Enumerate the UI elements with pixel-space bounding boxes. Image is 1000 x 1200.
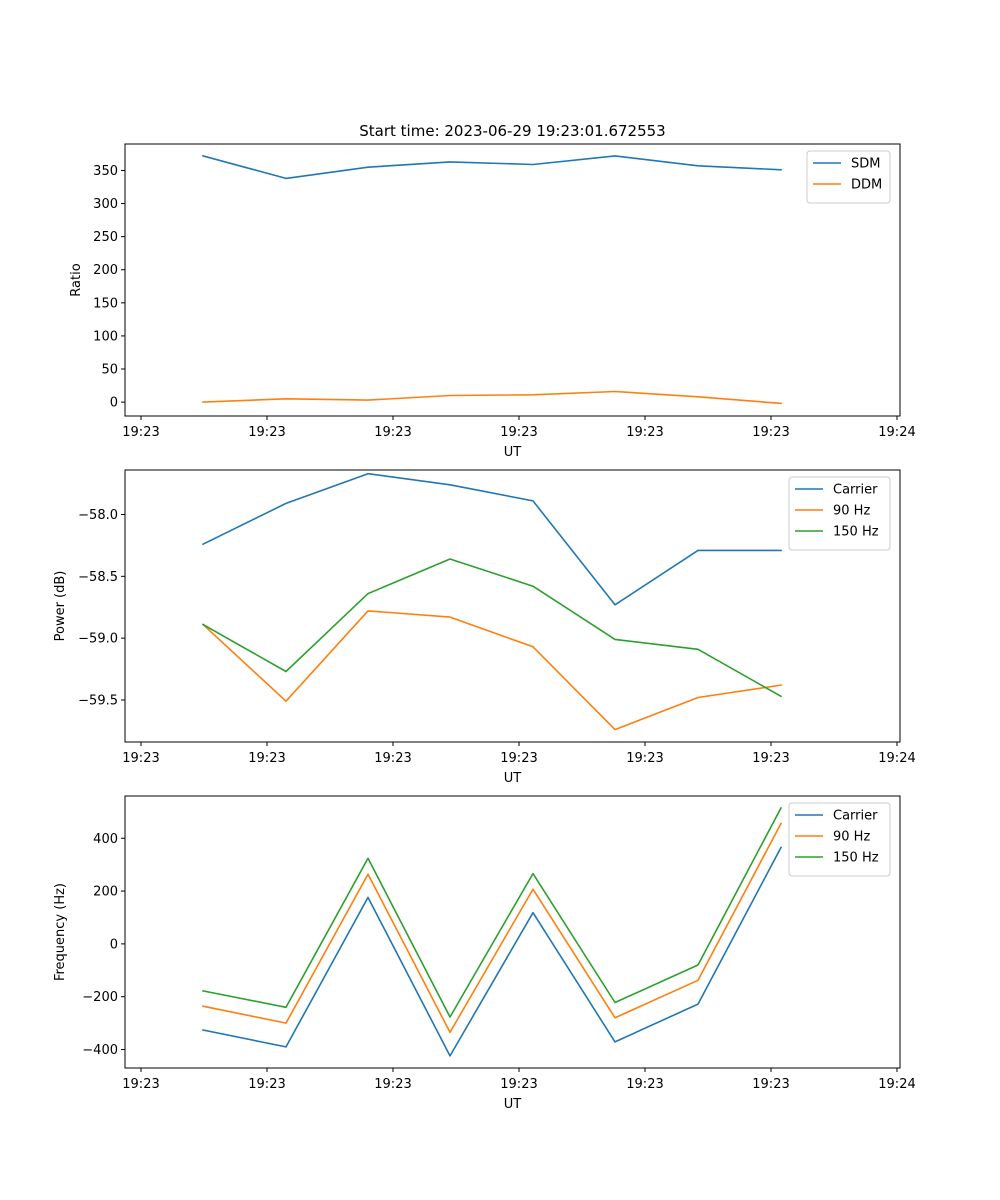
x-tick-label: 19:23 <box>752 751 789 766</box>
legend: Carrier 90 Hz 150 Hz <box>788 802 891 877</box>
y-tick-label: 0 <box>110 396 118 411</box>
y-tick-label: −400 <box>82 1043 118 1058</box>
x-tick-label: 19:23 <box>248 1077 285 1092</box>
x-tick-label: 19:24 <box>878 425 915 440</box>
axes-frame <box>124 143 901 417</box>
y-tick-label: −58.0 <box>78 508 118 523</box>
legend-entry: Carrier <box>833 809 878 824</box>
plots: 19:23 19:23 19:23 19:23 19:23 19:23 19:24 0 50 10… <box>53 143 916 1112</box>
axes-frame <box>124 795 901 1069</box>
series-line-150-hz <box>202 806 783 1018</box>
x-tick-label: 19:24 <box>878 1077 915 1092</box>
x-tick-label: 19:23 <box>626 425 663 440</box>
x-tick-label: 19:23 <box>374 425 411 440</box>
y-tick-label: 200 <box>93 263 118 278</box>
y-tick-label: 100 <box>93 329 118 344</box>
x-axis-label: UT <box>504 771 522 786</box>
x-tick-label: 19:23 <box>500 425 537 440</box>
x-tick-label: 19:23 <box>626 751 663 766</box>
series-line-90-hz <box>201 610 782 731</box>
x-tick-label: 19:23 <box>122 751 159 766</box>
y-tick-label: −200 <box>82 990 118 1005</box>
x-tick-label: 19:23 <box>248 425 285 440</box>
legend-entry: 90 Hz <box>833 830 870 845</box>
x-tick-label: 19:23 <box>122 1077 159 1092</box>
series-line-150-hz <box>201 558 783 698</box>
y-tick-label: 0 <box>110 937 118 952</box>
axes-frame <box>124 469 901 743</box>
y-tick-label: 300 <box>93 197 118 212</box>
y-tick-label: 400 <box>93 832 118 847</box>
legend: SDM DDM <box>806 150 891 204</box>
x-tick-label: 19:23 <box>374 751 411 766</box>
y-axis-label: Frequency (Hz) <box>53 883 68 981</box>
chart-panel-2: 19:23 19:23 19:23 19:23 19:23 19:23 19:24 −59.5… <box>53 469 916 786</box>
legend-entry: Carrier <box>833 483 878 498</box>
x-tick-label: 19:24 <box>878 751 915 766</box>
legend-entry: DDM <box>851 178 882 193</box>
x-tick-label: 19:23 <box>752 425 789 440</box>
chart-panel-3: 19:23 19:23 19:23 19:23 19:23 19:23 19:24 −400 −… <box>53 795 916 1112</box>
series-line-carrier <box>201 472 782 606</box>
series-line-sdm <box>202 154 782 180</box>
y-tick-label: −58.5 <box>78 570 118 585</box>
y-tick-label: 150 <box>93 296 118 311</box>
legend-entry: 90 Hz <box>833 504 870 519</box>
legend-box <box>806 150 891 204</box>
y-tick-label: 200 <box>93 885 118 900</box>
y-tick-label: −59.0 <box>78 632 118 647</box>
y-axis-label: Ratio <box>69 263 84 296</box>
x-axis-label: UT <box>504 445 522 460</box>
x-tick-label: 19:23 <box>248 751 285 766</box>
y-tick-label: 250 <box>93 230 118 245</box>
x-tick-label: 19:23 <box>374 1077 411 1092</box>
figure-title: Start time: 2023-06-29 19:23:01.672553 <box>359 122 665 140</box>
y-tick-label: 350 <box>93 164 118 179</box>
x-tick-label: 19:23 <box>122 425 159 440</box>
series-line-carrier <box>202 846 783 1057</box>
y-tick-label: −59.5 <box>78 693 118 708</box>
chart-panel-1: 19:23 19:23 19:23 19:23 19:23 19:23 19:24 0 50 10… <box>69 143 916 460</box>
series-line-90-hz <box>202 822 783 1034</box>
x-tick-label: 19:23 <box>500 751 537 766</box>
series-line-ddm <box>202 390 782 405</box>
y-axis-label: Power (dB) <box>53 571 68 642</box>
legend-entry: 150 Hz <box>833 525 879 540</box>
x-tick-label: 19:23 <box>626 1077 663 1092</box>
y-tick-label: 50 <box>101 363 118 378</box>
x-tick-label: 19:23 <box>752 1077 789 1092</box>
x-tick-label: 19:23 <box>500 1077 537 1092</box>
legend: Carrier 90 Hz 150 Hz <box>788 476 891 551</box>
legend-entry: 150 Hz <box>833 851 879 866</box>
legend-entry: SDM <box>851 157 880 172</box>
x-axis-label: UT <box>504 1097 522 1112</box>
